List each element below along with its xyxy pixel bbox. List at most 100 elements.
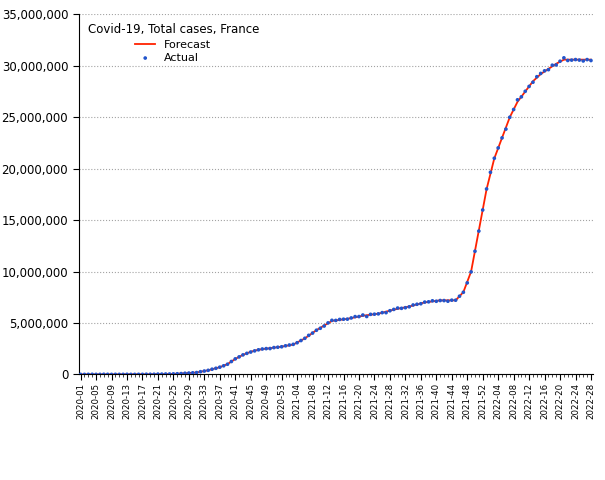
Actual — [420, 298, 430, 306]
Actual — [451, 296, 460, 304]
Actual — [378, 309, 387, 316]
Actual — [130, 371, 140, 378]
Actual — [559, 54, 569, 62]
Actual — [342, 315, 352, 323]
Actual — [76, 371, 85, 378]
Actual — [447, 296, 457, 304]
Actual — [284, 341, 294, 349]
Actual — [466, 268, 476, 276]
Actual — [250, 347, 260, 355]
Actual — [114, 371, 124, 378]
Actual — [347, 314, 356, 322]
Actual — [462, 279, 472, 287]
Actual — [370, 311, 379, 318]
Line: Forecast: Forecast — [80, 60, 591, 374]
Actual — [424, 298, 433, 306]
Actual — [540, 67, 549, 75]
Actual — [304, 332, 313, 339]
Actual — [195, 368, 205, 375]
Actual — [246, 348, 255, 356]
Actual — [512, 96, 522, 104]
Actual — [223, 360, 232, 368]
Actual — [528, 78, 538, 86]
Actual — [165, 370, 174, 378]
Forecast — [587, 57, 595, 62]
Actual — [188, 369, 198, 377]
Actual — [532, 73, 541, 81]
Actual — [362, 312, 371, 320]
Actual — [226, 358, 236, 365]
Actual — [99, 371, 109, 378]
Actual — [142, 371, 151, 378]
Actual — [575, 56, 584, 64]
Actual — [145, 371, 155, 378]
Actual — [253, 346, 263, 354]
Actual — [436, 297, 445, 304]
Actual — [331, 317, 341, 324]
Actual — [215, 363, 224, 371]
Actual — [548, 61, 557, 69]
Actual — [323, 319, 333, 327]
Actual — [474, 227, 483, 235]
Forecast — [560, 57, 567, 62]
Actual — [265, 345, 275, 352]
Actual — [234, 353, 244, 361]
Actual — [211, 364, 221, 372]
Actual — [509, 106, 518, 113]
Actual — [489, 155, 499, 162]
Actual — [497, 134, 507, 142]
Actual — [277, 343, 287, 350]
Actual — [327, 316, 337, 324]
Actual — [238, 351, 248, 359]
Actual — [397, 304, 407, 312]
Forecast — [557, 59, 564, 65]
Actual — [273, 343, 283, 351]
Actual — [381, 309, 391, 316]
Actual — [482, 185, 491, 193]
Actual — [416, 300, 426, 308]
Actual — [354, 312, 364, 320]
Actual — [335, 316, 344, 324]
Actual — [339, 315, 348, 323]
Actual — [180, 370, 190, 377]
Actual — [412, 300, 422, 308]
Actual — [111, 371, 120, 378]
Forecast — [429, 299, 436, 304]
Legend: Forecast, Actual: Forecast, Actual — [84, 20, 262, 66]
Actual — [137, 371, 147, 378]
Actual — [428, 297, 437, 305]
Actual — [366, 311, 376, 318]
Actual — [153, 370, 163, 378]
Actual — [431, 298, 441, 305]
Actual — [312, 326, 321, 334]
Actual — [350, 313, 360, 321]
Actual — [83, 371, 93, 378]
Actual — [393, 304, 402, 312]
Actual — [300, 335, 310, 342]
Actual — [470, 247, 480, 255]
Actual — [292, 339, 302, 347]
Actual — [192, 369, 201, 376]
Actual — [122, 371, 132, 378]
Actual — [385, 307, 394, 314]
Actual — [87, 371, 97, 378]
Actual — [207, 365, 217, 373]
Actual — [517, 93, 526, 101]
Actual — [555, 58, 565, 65]
Actual — [578, 57, 588, 65]
Actual — [408, 301, 418, 309]
Actual — [455, 292, 465, 300]
Actual — [176, 370, 186, 377]
Actual — [404, 303, 414, 311]
Actual — [161, 370, 171, 378]
Actual — [157, 370, 166, 378]
Forecast — [398, 305, 405, 311]
Actual — [118, 371, 128, 378]
Actual — [169, 370, 178, 378]
Actual — [80, 371, 90, 378]
Actual — [459, 288, 468, 296]
Actual — [525, 83, 534, 90]
Actual — [536, 70, 546, 77]
Actual — [520, 87, 530, 95]
Actual — [134, 371, 143, 378]
